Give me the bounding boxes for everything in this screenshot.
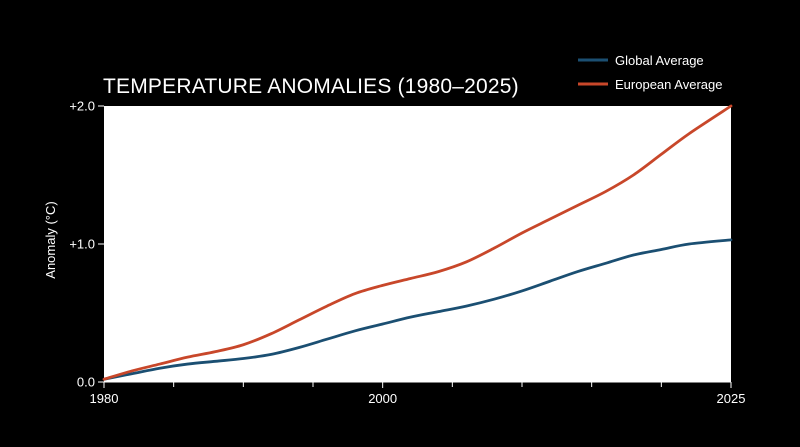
y-axis: 0.0 +1.0 +2.0 xyxy=(69,99,104,390)
series-line-european-average xyxy=(102,104,733,381)
legend: Global Average European Average xyxy=(578,53,722,92)
y-axis-label: Anomaly (°C) xyxy=(43,201,58,278)
legend-label-global-average: Global Average xyxy=(615,53,704,68)
x-tick-label-1980: 1980 xyxy=(90,391,119,406)
series-line-global-average xyxy=(102,238,733,381)
legend-label-european-average: European Average xyxy=(615,77,722,92)
chart-title: TEMPERATURE ANOMALIES (1980–2025) xyxy=(103,75,519,98)
series-lines xyxy=(102,104,733,381)
x-tick-label-2025: 2025 xyxy=(717,391,746,406)
y-tick-label-1: +1.0 xyxy=(69,237,95,252)
plot-area xyxy=(104,106,731,382)
x-axis: 1980 2000 2025 xyxy=(90,381,746,406)
y-tick-label-2: +2.0 xyxy=(69,99,95,114)
y-tick-label-0: 0.0 xyxy=(77,375,95,390)
x-tick-label-2000: 2000 xyxy=(368,391,397,406)
